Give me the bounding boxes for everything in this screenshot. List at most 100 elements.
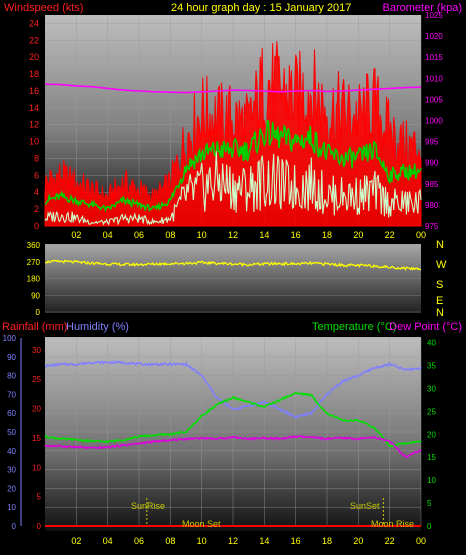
wind-x-tick-9: 20 [353,230,363,240]
dir-y-tick-3: 90 [31,291,40,300]
temp-y-tick-6: 30 [427,384,436,393]
humidity-y-tick-9: 90 [7,353,16,362]
clim-x-tick-1: 04 [103,536,113,546]
temp-y-tick-3: 15 [427,453,436,462]
wind-y-tick-3: 6 [34,170,39,180]
temp-y-tick-2: 10 [427,476,436,485]
wind-x-tick-7: 16 [291,230,301,240]
wind-average-series [44,119,422,213]
wind-x-tick-6: 14 [259,230,269,240]
rain-y-tick-0: 0 [37,522,42,531]
baro-y-tick-1: 980 [425,201,439,210]
humidity-y-tick-0: 0 [12,522,17,531]
humidity-y-tick-1: 10 [7,503,16,512]
baro-y-tick-5: 1000 [425,117,443,126]
compass-w: W [436,259,447,271]
wind-y-tick-8: 16 [29,86,39,96]
moonset-label: Moon Set [182,519,221,529]
wind-x-tick-4: 10 [197,230,207,240]
wind-y-tick-10: 20 [29,52,39,62]
wind-gust-series [44,41,422,227]
windspeed-axis-title: Windspeed (kts) [4,2,83,14]
baro-y-tick-7: 1010 [425,74,443,83]
temperature-axis-title: Temperature (°C) [312,321,396,333]
temperature-series [44,391,422,448]
humidity-y-tick-7: 70 [7,390,16,399]
wind-low-series [44,151,422,226]
dir-y-tick-4: 0 [36,308,41,317]
wind-direction-series [44,259,422,271]
humidity-series [44,359,422,420]
wind-y-tick-11: 22 [29,35,39,45]
compass-s: S [436,279,443,291]
temp-y-tick-1: 5 [427,499,432,508]
sunrise-label: SunRise [131,501,165,511]
temp-y-tick-8: 40 [427,339,436,348]
clim-x-tick-0: 02 [71,536,81,546]
wind-x-tick-3: 08 [165,230,175,240]
wind-y-tick-6: 12 [29,120,39,130]
wind-y-tick-1: 2 [34,204,39,214]
dewpoint-axis-title: Dew Point (°C) [389,321,462,333]
sunset-label: SunSet [350,501,380,511]
clim-x-tick-7: 16 [291,536,301,546]
rainfall-axis-title: Rainfall (mm) [2,321,67,333]
humidity-axis-title: Humidity (%) [66,321,129,333]
dewpoint-series [44,435,422,458]
direction-chart: 360 270 180 90 0 [27,241,422,317]
humidity-y-tick-3: 30 [7,466,16,475]
wind-y-tick-5: 10 [29,137,39,147]
clim-x-tick-11: 00 [416,536,426,546]
humidity-y-tick-5: 50 [7,428,16,437]
temp-y-tick-7: 35 [427,362,436,371]
clim-x-tick-2: 06 [134,536,144,546]
wind-x-tick-1: 04 [103,230,113,240]
baro-y-tick-8: 1015 [425,53,443,62]
wind-y-tick-7: 14 [29,103,39,113]
baro-y-tick-6: 1005 [425,95,443,104]
humidity-y-tick-10: 100 [3,334,17,343]
baro-y-tick-4: 995 [425,138,439,147]
baro-y-tick-0: 975 [425,222,439,231]
humidity-y-tick-2: 20 [7,484,16,493]
clim-x-tick-8: 18 [322,536,332,546]
clim-x-tick-4: 10 [197,536,207,546]
wind-x-tick-5: 12 [228,230,238,240]
baro-y-tick-10: 1025 [425,11,443,20]
compass-e: E [436,295,443,307]
dir-y-tick-2: 180 [27,275,41,284]
humidity-y-tick-6: 60 [7,409,16,418]
rain-y-tick-5: 25 [32,375,41,384]
barometer-axis-title: Barometer (kpa) [383,2,462,14]
humidity-y-tick-8: 80 [7,372,16,381]
compass-n-bottom: N [436,307,444,319]
compass-n-top: N [436,239,444,251]
wind-y-tick-0: 0 [34,221,39,231]
clim-x-tick-5: 12 [228,536,238,546]
compass-labels: N W S E N [436,239,447,319]
wind-y-tick-9: 18 [29,69,39,79]
wind-y-tick-12: 24 [29,18,39,28]
baro-y-tick-9: 1020 [425,32,443,41]
wind-x-tick-11: 00 [416,230,426,240]
temp-y-tick-5: 25 [427,407,436,416]
barometer-series [44,83,422,94]
rain-y-tick-6: 30 [32,346,41,355]
wind-x-tick-0: 02 [71,230,81,240]
dir-y-tick-0: 360 [27,241,41,250]
temp-y-tick-0: 0 [427,522,432,531]
dir-y-tick-1: 270 [27,258,41,267]
baro-y-tick-2: 985 [425,180,439,189]
wind-y-tick-4: 8 [34,153,39,163]
baro-y-tick-3: 990 [425,159,439,168]
clim-x-tick-10: 22 [385,536,395,546]
rain-y-tick-2: 10 [32,463,41,472]
wind-x-tick-10: 22 [385,230,395,240]
humidity-y-tick-4: 40 [7,447,16,456]
clim-x-tick-9: 20 [353,536,363,546]
temp-y-tick-4: 20 [427,430,436,439]
clim-x-tick-3: 08 [165,536,175,546]
wind-y-tick-2: 4 [34,187,39,197]
